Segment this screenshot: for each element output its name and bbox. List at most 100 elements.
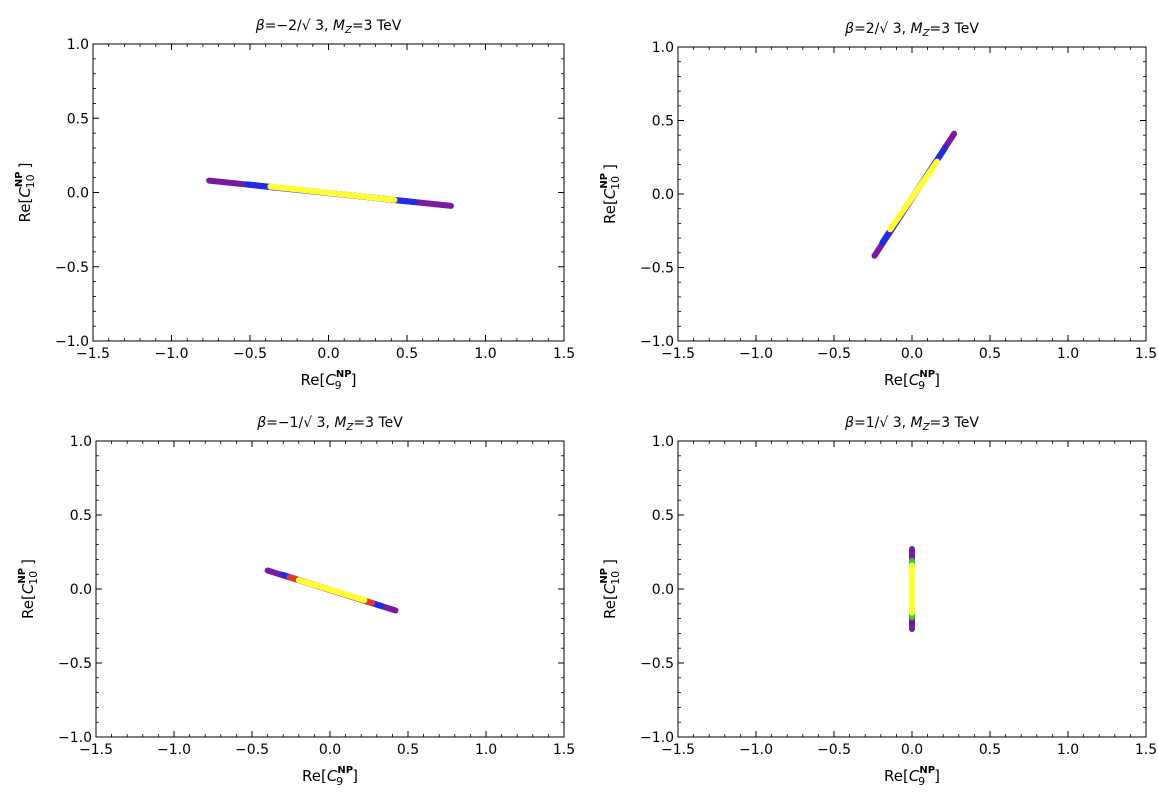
data-band-segment	[267, 183, 398, 203]
y-tick-label: 0.5	[652, 114, 674, 130]
x-label-sup: NP	[919, 765, 935, 776]
x-tick-label: −1.0	[739, 346, 773, 362]
y-tick-label: 0.0	[67, 186, 89, 202]
x-tick-label: 0.0	[901, 742, 923, 758]
y-tick-label: 1.0	[652, 434, 674, 450]
x-label-sup: NP	[337, 765, 353, 776]
chart-panel-2: −1.5 −1.0 −0.5 0.0 0.5 1.0 1.5−1.0−0.50.00.51.…	[599, 21, 1157, 392]
x-tick-label: 0.0	[317, 346, 339, 362]
x-tick-label: 1.0	[1057, 742, 1079, 758]
chart-panel-3: −1.5 −1.0 −0.5 0.0 0.5 1.0 1.5−1.0−0.50.00.51.…	[17, 415, 575, 788]
title-mass-value: =3 TeV	[929, 415, 979, 431]
x-label-c: C	[909, 371, 920, 389]
title-mass-value: =3 TeV	[929, 21, 979, 37]
y-label-re: Re[	[16, 198, 34, 223]
chart-panel-4: −1.5 −1.0 −0.5 0.0 0.5 1.0 1.5−1.0−0.50.00.51.…	[599, 415, 1157, 788]
data-band-segment	[887, 158, 940, 233]
x-label-c: C	[325, 371, 336, 389]
y-tick-label: −1.0	[58, 730, 92, 746]
x-tick-label: 0.5	[979, 742, 1001, 758]
x-tick-label: −0.5	[817, 742, 851, 758]
x-tick-label: 0.5	[979, 346, 1001, 362]
x-label-c: C	[327, 767, 338, 785]
x-tick-label: 1.5	[553, 346, 575, 362]
x-tick-label: 0.5	[397, 742, 419, 758]
x-tick-label: −1.5	[661, 742, 695, 758]
y-label-c: C	[601, 188, 619, 199]
x-tick-label: 1.0	[1057, 346, 1079, 362]
chart-title: β=1/√ 3, MZ=3 TeV	[844, 415, 979, 433]
title-beta-symbol: β	[844, 415, 854, 431]
y-tick-label: 0.0	[652, 187, 674, 203]
x-tick-label: 1.5	[553, 742, 575, 758]
y-tick-label: 0.0	[70, 582, 92, 598]
title-mass-symbol: M	[911, 415, 923, 431]
x-label-re: Re[	[301, 371, 326, 389]
y-tick-label: 0.5	[70, 508, 92, 524]
y-axis-label: Re[CNP10]	[17, 559, 40, 619]
y-label-sub: 10	[609, 571, 622, 585]
y-label-sub: 10	[27, 571, 40, 585]
x-tick-label: −0.5	[235, 742, 269, 758]
y-label-sup: NP	[17, 568, 28, 584]
y-label-sup: NP	[599, 173, 610, 189]
y-label-re: Re[	[601, 594, 619, 619]
title-beta-value: =1/√ 3,	[854, 415, 911, 431]
y-label-re: Re[	[19, 594, 37, 619]
x-label-re: Re[	[884, 767, 909, 785]
y-axis-label: Re[CNP10]	[14, 163, 37, 223]
y-tick-label: 1.0	[70, 434, 92, 450]
y-tick-label: −0.5	[640, 261, 674, 277]
title-mass-symbol: M	[334, 415, 346, 431]
x-tick-label: 1.5	[1135, 346, 1157, 362]
x-tick-label: 1.0	[474, 346, 496, 362]
y-tick-label: −1.0	[640, 334, 674, 350]
y-label-c: C	[601, 583, 619, 594]
title-beta-value: =2/√ 3,	[854, 21, 911, 37]
title-mass-value: =3 TeV	[353, 415, 403, 431]
x-tick-label: −1.5	[661, 346, 695, 362]
x-axis-label: Re[CNP 9]	[884, 765, 940, 788]
x-label-sub: 9	[918, 775, 925, 788]
x-label-sub: 9	[335, 379, 342, 392]
chart-title: β=2/√ 3, MZ=3 TeV	[844, 21, 979, 39]
y-label-bracket: ]	[19, 559, 37, 565]
y-tick-label: −1.0	[640, 730, 674, 746]
y-label-c: C	[16, 187, 34, 198]
x-label-sup: NP	[919, 369, 935, 380]
y-label-bracket: ]	[601, 164, 619, 170]
title-mass-subscript: Z	[344, 25, 353, 36]
chart-panel-1: −1.5 −1.0 −0.5 0.0 0.5 1.0 1.5−1.0−0.50.00.51.…	[14, 18, 575, 392]
y-label-sup: NP	[14, 171, 25, 187]
y-label-sup: NP	[599, 568, 610, 584]
title-mass-symbol: M	[911, 21, 923, 37]
chart-title: β=−1/√ 3, MZ=3 TeV	[256, 415, 403, 433]
y-tick-label: 0.0	[652, 582, 674, 598]
title-beta-symbol: β	[256, 415, 266, 431]
title-mass-subscript: Z	[922, 28, 931, 39]
x-tick-label: 1.5	[1135, 742, 1157, 758]
x-label-bracket: ]	[351, 371, 357, 389]
title-beta-symbol: β	[844, 21, 854, 37]
x-label-re: Re[	[884, 371, 909, 389]
x-tick-label: 1.0	[475, 742, 497, 758]
x-label-bracket: ]	[934, 767, 940, 785]
x-axis-label: Re[CNP 9]	[302, 765, 358, 788]
y-tick-label: −1.0	[55, 334, 89, 350]
y-tick-label: 0.5	[67, 111, 89, 127]
x-tick-label: −1.0	[739, 742, 773, 758]
x-tick-label: −1.5	[79, 742, 113, 758]
y-label-bracket: ]	[16, 163, 34, 169]
x-label-sub: 9	[336, 775, 343, 788]
x-tick-label: −0.5	[233, 346, 267, 362]
x-tick-label: 0.5	[396, 346, 418, 362]
y-axis-label: Re[CNP10]	[599, 559, 622, 619]
x-tick-label: −1.0	[157, 742, 191, 758]
x-tick-label: −0.5	[817, 346, 851, 362]
x-label-sup: NP	[336, 369, 352, 380]
y-tick-label: 0.5	[652, 508, 674, 524]
y-tick-label: 1.0	[652, 40, 674, 56]
title-mass-symbol: M	[333, 18, 345, 34]
chart-title: β=−2/√ 3, MZ=3 TeV	[255, 18, 402, 36]
